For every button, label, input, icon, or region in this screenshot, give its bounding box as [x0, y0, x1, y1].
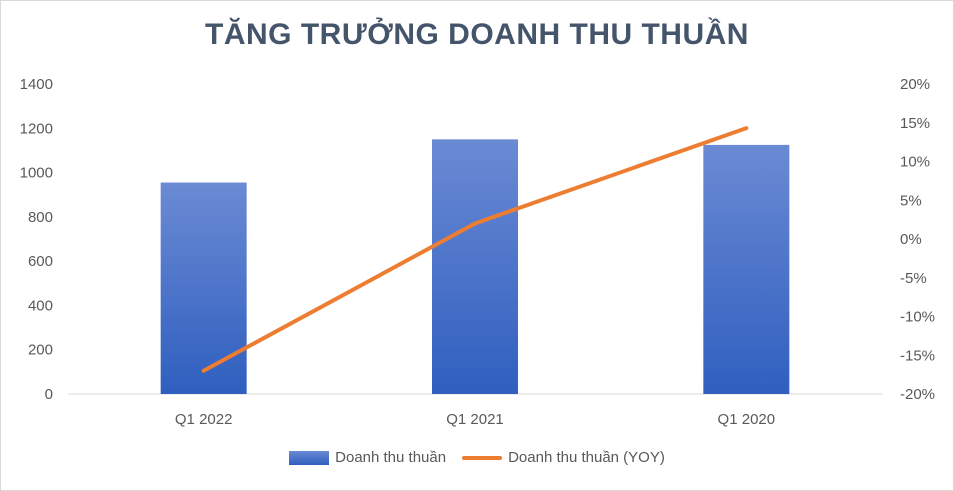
y-left-tick-label: 1200 [20, 120, 53, 137]
x-category-label: Q1 2020 [718, 411, 776, 428]
y-right-tick-label: 15% [900, 115, 930, 132]
y-right-tick-label: -20% [900, 386, 935, 403]
y-left-tick-label: 600 [28, 253, 53, 270]
y-left-tick-label: 0 [45, 386, 53, 403]
legend-item-line: Doanh thu thuần (YOY) [462, 449, 665, 466]
bar [432, 139, 518, 394]
y-left-tick-label: 200 [28, 342, 53, 359]
legend-swatch-bar [289, 450, 330, 465]
bar [160, 182, 247, 394]
y-right-tick-label: -5% [900, 270, 927, 287]
yoy-line [201, 126, 749, 373]
chart-title: TĂNG TRƯỞNG DOANH THU THUẦN [205, 18, 749, 51]
bar [703, 144, 790, 394]
y-right-tick-label: 20% [900, 76, 930, 93]
y-left-tick-label: 400 [28, 297, 53, 314]
y-left-tick-label: 800 [28, 209, 53, 226]
y-right-tick-label: -10% [900, 309, 935, 326]
y-right-tick-label: -15% [900, 347, 935, 364]
legend-label-line: Doanh thu thuần (YOY) [508, 449, 665, 466]
legend-label-bar: Doanh thu thuần [335, 449, 447, 466]
x-category-label: Q1 2022 [175, 411, 233, 428]
y-right-tick-label: 0% [900, 231, 922, 248]
x-category-label: Q1 2021 [446, 411, 504, 428]
y-right-tick-label: 10% [900, 154, 930, 171]
legend: Doanh thu thuần Doanh thu thuần (YOY) [0, 449, 954, 466]
y-left-tick-label: 1000 [20, 165, 53, 182]
y-right-tick-label: 5% [900, 192, 922, 209]
legend-swatch-line [462, 455, 503, 460]
y-left-tick-label: 1400 [20, 76, 53, 93]
legend-item-bar: Doanh thu thuần [289, 449, 446, 466]
